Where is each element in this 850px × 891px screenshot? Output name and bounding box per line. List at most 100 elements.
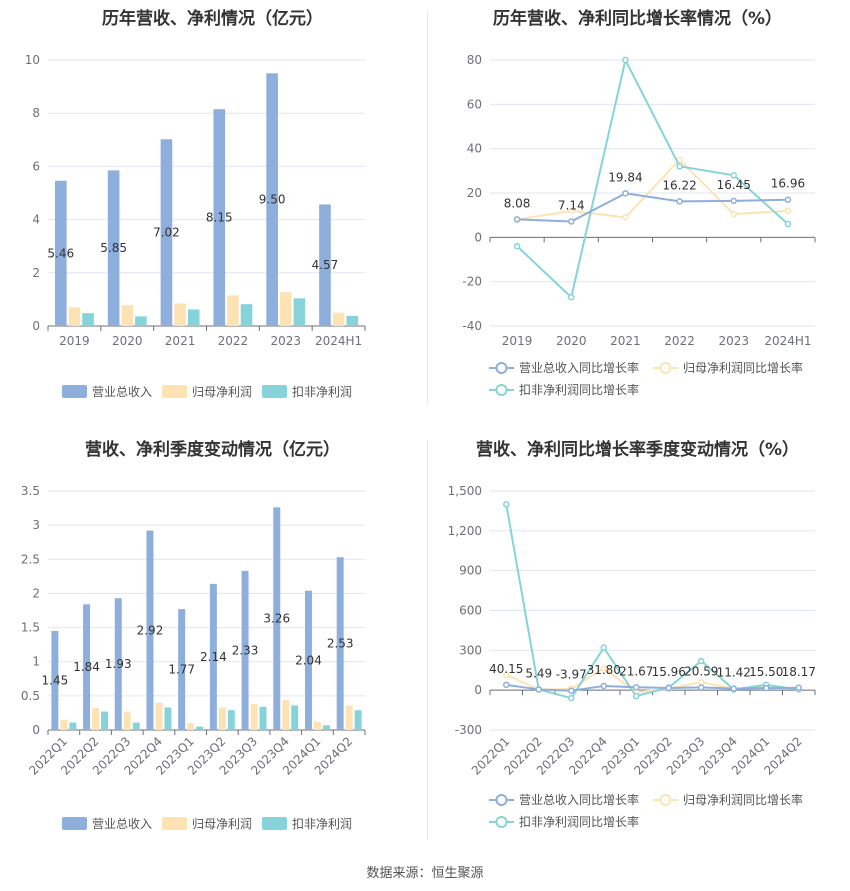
bar <box>160 139 173 326</box>
legend-swatch <box>262 817 287 830</box>
bar <box>250 704 258 730</box>
legend-marker <box>495 384 508 396</box>
legend-label: 扣非净利润 <box>292 385 352 399</box>
chart-title: 历年营收、净利情况（亿元） <box>102 9 323 29</box>
legend-label: 归母净利润同比增长率 <box>683 792 803 807</box>
data-label: 1.45 <box>42 673 69 687</box>
legend-marker <box>659 362 672 374</box>
series-line <box>516 158 788 221</box>
data-point <box>698 657 705 665</box>
x-tick-label: 2019 <box>502 334 533 348</box>
data-point <box>795 684 802 692</box>
data-point <box>730 197 737 205</box>
data-point <box>600 665 607 672</box>
annual-growth-svg: -40 -20 0 20 40 60 80 2019 2020 2021 2022 2023 2024H… <box>462 53 816 397</box>
bar <box>69 722 77 730</box>
bar <box>273 507 281 730</box>
legend-label: 营业总收入同比增长率 <box>519 792 639 807</box>
legend-label: 营业总收入 <box>92 385 152 399</box>
bar <box>187 723 195 730</box>
bar <box>291 705 299 730</box>
bar <box>123 711 131 730</box>
bar <box>82 313 94 326</box>
bar <box>178 609 186 730</box>
data-point <box>730 172 737 179</box>
bar <box>322 725 330 730</box>
data-label: 5.46 <box>47 246 74 260</box>
y-tick-label: 10 <box>25 53 40 67</box>
bar <box>240 304 253 326</box>
bar <box>227 295 239 326</box>
y-tick-label: 0 <box>474 230 482 244</box>
data-label: 31.80 <box>587 663 621 677</box>
legend-label: 归母净利润同比增长率 <box>683 360 803 375</box>
quarterly-growth-chart: 营收、净利同比增长率季度变动情况（%） -300 0 300 600 900 1,200 1… <box>425 430 850 850</box>
bar <box>187 309 200 326</box>
bar <box>213 109 226 327</box>
bar <box>146 530 154 730</box>
data-point <box>535 686 542 693</box>
data-label: 1.93 <box>105 657 132 671</box>
data-point <box>730 685 737 692</box>
data-label: 20.59 <box>684 664 718 678</box>
y-tick-label: 3.5 <box>21 484 40 498</box>
data-point <box>513 242 521 250</box>
y-tick-label: 3 <box>32 518 40 532</box>
bar <box>319 204 331 326</box>
y-tick-label: 0 <box>474 683 482 697</box>
data-label: 16.22 <box>662 178 696 192</box>
data-label: 2.14 <box>200 650 227 664</box>
y-tick-label: 40 <box>467 142 482 156</box>
data-label: 11.42 <box>717 666 751 680</box>
y-tick-label: 1,500 <box>448 484 482 498</box>
x-tick-label: 2020 <box>112 334 143 348</box>
bar <box>164 707 172 730</box>
data-label: 18.17 <box>782 665 816 679</box>
data-label: 1.77 <box>168 663 195 677</box>
data-point <box>503 681 510 689</box>
data-point <box>622 190 629 197</box>
data-label: 2.53 <box>327 637 354 651</box>
legend-marker <box>495 362 508 374</box>
bar <box>336 557 344 730</box>
legend-label: 归母净利润 <box>192 385 252 399</box>
legend-label: 营业总收入同比增长率 <box>519 360 639 375</box>
series-line <box>506 683 799 692</box>
data-label: 40.15 <box>489 662 523 676</box>
annual-growth-chart: 历年营收、净利同比增长率情况（%） -40 -20 0 20 40 60 80 2019 202… <box>425 0 850 410</box>
data-label: 3.26 <box>263 612 290 626</box>
y-tick-label: 0 <box>32 723 40 737</box>
data-label: 16.45 <box>717 178 751 192</box>
bar <box>332 312 345 326</box>
data-point <box>730 210 737 218</box>
data-point <box>784 207 792 214</box>
data-point <box>568 207 575 214</box>
data-label: 5.49 <box>525 666 552 680</box>
x-tick-label: 2024H1 <box>764 334 811 348</box>
data-point <box>622 56 629 64</box>
panel-divider <box>427 10 428 405</box>
quarterly-amount-chart: 营收、净利季度变动情况（亿元） 0 0.5 1 1.5 2 2.5 3 3.5 2022Q1 20… <box>0 430 425 850</box>
x-tick-label: 2021 <box>165 334 196 348</box>
data-label: 2.92 <box>137 623 164 637</box>
data-label: 19.84 <box>608 170 642 184</box>
data-point <box>513 216 521 223</box>
bar <box>68 307 81 326</box>
x-tick-label: 2023 <box>718 334 749 348</box>
y-tick-label: 8 <box>32 106 40 120</box>
data-point <box>600 682 607 690</box>
bar <box>174 303 186 326</box>
bar <box>282 699 290 730</box>
x-tick-label: 2020 <box>556 334 587 348</box>
data-label: 8.15 <box>206 211 233 225</box>
data-point <box>568 694 575 702</box>
bar <box>345 705 353 730</box>
bar <box>241 570 249 730</box>
y-tick-label: 80 <box>467 53 482 67</box>
quarterly-growth-svg: -30003006009001,2001,5002022Q12022Q22022… <box>448 484 816 829</box>
bar <box>354 710 362 730</box>
bar <box>107 170 120 326</box>
y-tick-label: 600 <box>459 604 482 618</box>
data-label: 16.96 <box>771 177 805 191</box>
series-line <box>516 57 789 300</box>
